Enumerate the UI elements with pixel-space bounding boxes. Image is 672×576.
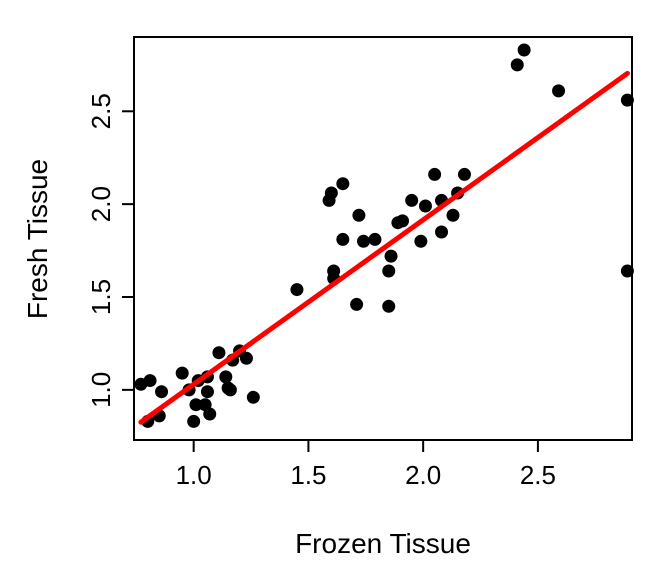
data-point: [352, 208, 366, 222]
y-axis-title: Fresh Tissue: [22, 159, 53, 319]
data-point: [219, 370, 233, 384]
data-point: [246, 390, 260, 404]
data-point: [336, 232, 350, 246]
data-point: [382, 264, 396, 278]
x-tick-label: 2.5: [520, 460, 556, 490]
x-tick-label: 2.0: [405, 460, 441, 490]
data-point: [457, 167, 471, 181]
data-point: [212, 346, 226, 360]
data-point: [510, 58, 524, 72]
x-axis-title: Frozen Tissue: [295, 528, 471, 559]
data-point: [405, 193, 419, 207]
data-point: [620, 93, 634, 107]
data-point: [396, 214, 410, 228]
data-point: [414, 234, 428, 248]
data-point: [517, 43, 531, 57]
data-point: [382, 299, 396, 313]
x-axis: 1.0 1.5 2.0 2.5: [176, 439, 556, 490]
data-point: [446, 208, 460, 222]
y-tick-label: 1.5: [86, 279, 116, 315]
data-point: [418, 199, 432, 213]
data-point: [189, 398, 203, 412]
data-point: [324, 186, 338, 200]
data-point: [428, 167, 442, 181]
x-tick-label: 1.5: [290, 460, 326, 490]
data-point: [223, 383, 237, 397]
data-point: [239, 351, 253, 365]
data-point: [143, 374, 157, 388]
data-point: [200, 385, 214, 399]
data-point: [155, 385, 169, 399]
data-point: [327, 264, 341, 278]
regression-line: [138, 70, 630, 425]
data-point: [356, 234, 370, 248]
data-point: [336, 177, 350, 191]
data-point: [290, 283, 304, 297]
data-point: [187, 414, 201, 428]
y-tick-label: 1.0: [86, 372, 116, 408]
data-point: [368, 232, 382, 246]
data-point: [350, 297, 364, 311]
y-tick-label: 2.0: [86, 186, 116, 222]
y-tick-label: 2.5: [86, 93, 116, 129]
y-axis: 1.0 1.5 2.0 2.5: [86, 93, 135, 408]
data-point: [384, 249, 398, 263]
x-tick-label: 1.0: [176, 460, 212, 490]
data-point: [620, 264, 634, 278]
data-point: [435, 225, 449, 239]
data-point: [203, 407, 217, 421]
data-point: [552, 84, 566, 98]
data-point: [175, 366, 189, 380]
plot-area: [134, 43, 634, 428]
